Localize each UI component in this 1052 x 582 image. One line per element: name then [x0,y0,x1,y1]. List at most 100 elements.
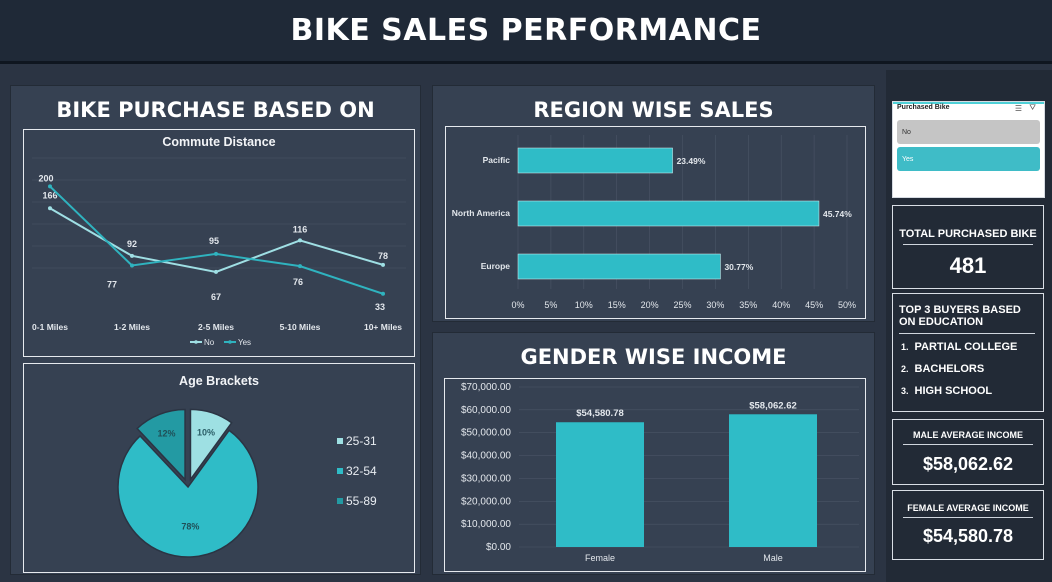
legend-marker [194,340,198,344]
data-point [130,263,134,268]
commute-line-chart[interactable]: 166 92 67 116 78 200 77 95 76 33 0-1 Miles 1-2 Mile… [24,130,412,354]
legend-swatch [337,468,343,474]
data-point [214,251,218,256]
y-tick-label: $30,000.00 [461,473,511,484]
top-buyers-card: TOP 3 BUYERS BASED ON EDUCATION 1. PARTIA… [892,293,1044,412]
data-point [48,184,52,189]
top-buyers-item: 1. PARTIAL COLLEGE [901,341,1018,353]
pie-slice-32-54 [117,429,259,558]
x-tick-label: 25% [673,300,691,310]
pie-slice-55-89 [136,408,186,482]
legend-label: No [204,338,215,347]
x-tick-label: 5% [544,300,557,310]
top-buyers-item: 3. HIGH SCHOOL [901,385,993,397]
x-tick-label: Female [585,553,615,563]
data-label: 30.77% [724,262,753,272]
divider [903,244,1033,245]
legend-label: 32-54 [346,464,377,478]
age-pie-chart[interactable]: 10% 78% 12% 25-31 32-54 55-89 [24,364,412,570]
data-label: 23.49% [677,156,706,166]
male-income-title: MALE AVERAGE INCOME [912,430,1023,440]
slice-label: 10% [197,427,215,437]
female-income-card: FEMALE AVERAGE INCOME $54,580.78 [892,490,1044,560]
data-label: 200 [38,173,53,183]
x-tick-label: 5-10 Miles [280,322,321,332]
slicer-item-label: No [902,128,911,136]
x-tick-label: 10+ Miles [364,322,402,332]
y-tick-label: $40,000.00 [461,451,511,462]
dashboard-header: BIKE SALES PERFORMANCE [0,0,1052,64]
data-point [48,206,52,211]
x-tick-label: 35% [739,300,757,310]
legend-swatch [337,438,343,444]
multi-select-icon[interactable]: ☰ [1014,104,1022,113]
total-purchased-value: 481 [949,253,987,278]
female-income-value: $54,580.78 [922,526,1014,546]
total-purchased-card: TOTAL PURCHASED BIKE 481 [892,205,1044,289]
gender-panel-title: GENDER WISE INCOME [520,345,787,369]
clear-filter-icon[interactable]: ⛛ [1029,103,1036,112]
x-tick-label: 0% [511,300,524,310]
region-panel-title: REGION WISE SALES [533,98,774,122]
slicer-item-no[interactable]: No [897,120,1040,144]
legend-label: 55-89 [346,494,377,508]
dashboard-title: BIKE SALES PERFORMANCE [290,13,762,48]
commute-chart[interactable]: Commute Distance 166 92 67 116 78 200 77 95 76 33… [23,129,415,357]
data-point [130,253,134,258]
data-label: 45.74% [823,209,852,219]
data-label: 92 [127,239,137,249]
data-label: $58,062.62 [749,400,797,411]
male-income-value: $58,062.62 [922,454,1014,474]
slicer-item-yes[interactable]: Yes [897,147,1040,171]
slice-label: 12% [157,429,175,439]
x-tick-label: Male [763,553,783,563]
data-point [381,291,385,296]
y-tick-label: $0.00 [486,542,511,553]
divider [903,517,1033,518]
bar-North America [517,200,820,227]
total-purchased-title: TOTAL PURCHASED BIKE [899,228,1037,240]
x-tick-label: 1-2 Miles [114,322,150,332]
data-label: 95 [209,236,219,246]
purchased-bike-slicer[interactable]: Purchased Bike ☰ ⛛ No Yes [892,101,1045,198]
x-tick-label: 2-5 Miles [198,322,234,332]
age-chart[interactable]: Age Brackets 10% 78% 12% 25-31 32-54 55-89 [23,363,415,573]
data-label: 166 [42,190,57,200]
top-buyers-title: TOP 3 BUYERS BASED ON EDUCATION [899,304,1021,328]
data-label: 77 [107,280,117,290]
data-label: 33 [375,302,385,312]
slicer-title: Purchased Bike [897,104,950,111]
legend-label: Yes [238,338,251,347]
region-bar-chart[interactable]: 0% 5% 10% 15% 20% 25% 30% 35% 40% 45% 50% 23.49% Pac… [446,127,863,316]
pie-slice-25-31 [189,408,233,482]
legend-label: 25-31 [346,434,377,448]
y-category-label: Europe [481,261,511,271]
male-income-card: MALE AVERAGE INCOME $58,062.62 [892,419,1044,485]
x-tick-label: 30% [706,300,724,310]
x-tick-label: 20% [641,300,659,310]
data-point [298,264,302,269]
region-panel: REGION WISE SALES 0% 5% 10% 15% 20% 25% 30% 35%… [432,85,875,322]
data-label: $54,580.78 [576,408,624,419]
y-tick-label: $10,000.00 [461,519,511,530]
bar-male [729,414,817,547]
x-tick-label: 40% [772,300,790,310]
top-buyers-item: 2. BACHELORS [901,363,985,375]
x-tick-label: 15% [608,300,626,310]
bar-female [556,422,644,547]
gender-chart[interactable]: $0.00 $10,000.00 $20,000.00 $30,000.00 $40,0… [444,378,866,572]
bar-Pacific [517,147,673,174]
data-point [381,262,385,267]
age-chart-title: Age Brackets [179,374,259,388]
region-chart[interactable]: 0% 5% 10% 15% 20% 25% 30% 35% 40% 45% 50% 23.49% Pac… [445,126,866,319]
data-point [298,238,302,243]
y-tick-label: $20,000.00 [461,496,511,507]
bar-Europe [517,253,721,280]
slicer-top-border [893,102,1044,104]
y-category-label: North America [452,208,511,218]
y-tick-label: $60,000.00 [461,405,511,416]
purchase-panel: BIKE PURCHASE BASED ON Commute Distance … [10,85,421,575]
divider [903,444,1033,445]
x-tick-label: 0-1 Miles [32,322,68,332]
gender-bar-chart[interactable]: $0.00 $10,000.00 $20,000.00 $30,000.00 $40,0… [445,379,863,569]
